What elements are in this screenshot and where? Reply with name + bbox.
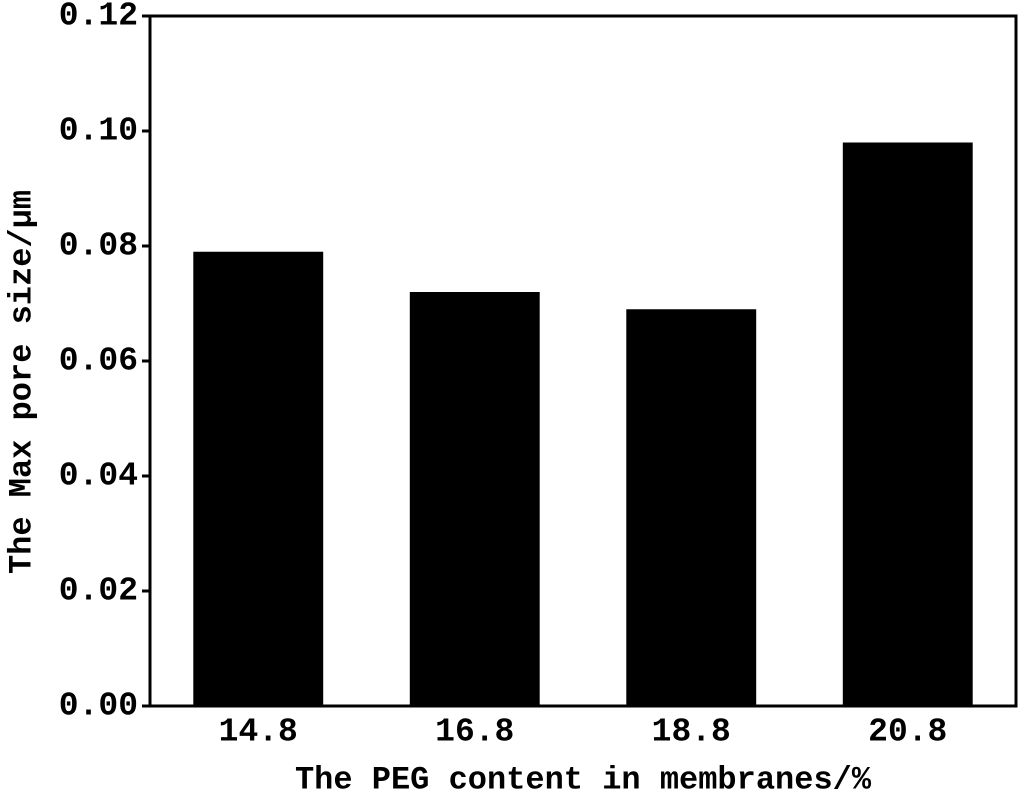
y-axis-title: The Max pore size/μm xyxy=(3,190,40,574)
y-tick-label: 0.08 xyxy=(59,228,138,265)
y-tick-label: 0.04 xyxy=(59,458,138,495)
x-axis-title: The PEG content in membranes/% xyxy=(295,761,872,798)
x-tick-label: 20.8 xyxy=(868,714,947,751)
bar xyxy=(193,251,324,706)
bar xyxy=(409,292,540,706)
y-tick-label: 0.02 xyxy=(59,573,138,610)
y-tick-label: 0.06 xyxy=(59,343,138,380)
y-tick-label: 0.00 xyxy=(59,688,138,725)
x-tick-label: 14.8 xyxy=(219,714,298,751)
x-tick-label: 16.8 xyxy=(435,714,514,751)
y-tick-label: 0.10 xyxy=(59,113,138,150)
plot-frame xyxy=(148,14,1018,708)
y-tick-label: 0.12 xyxy=(59,0,138,35)
bar xyxy=(842,142,973,706)
bar xyxy=(626,309,757,706)
x-tick-label: 18.8 xyxy=(652,714,731,751)
